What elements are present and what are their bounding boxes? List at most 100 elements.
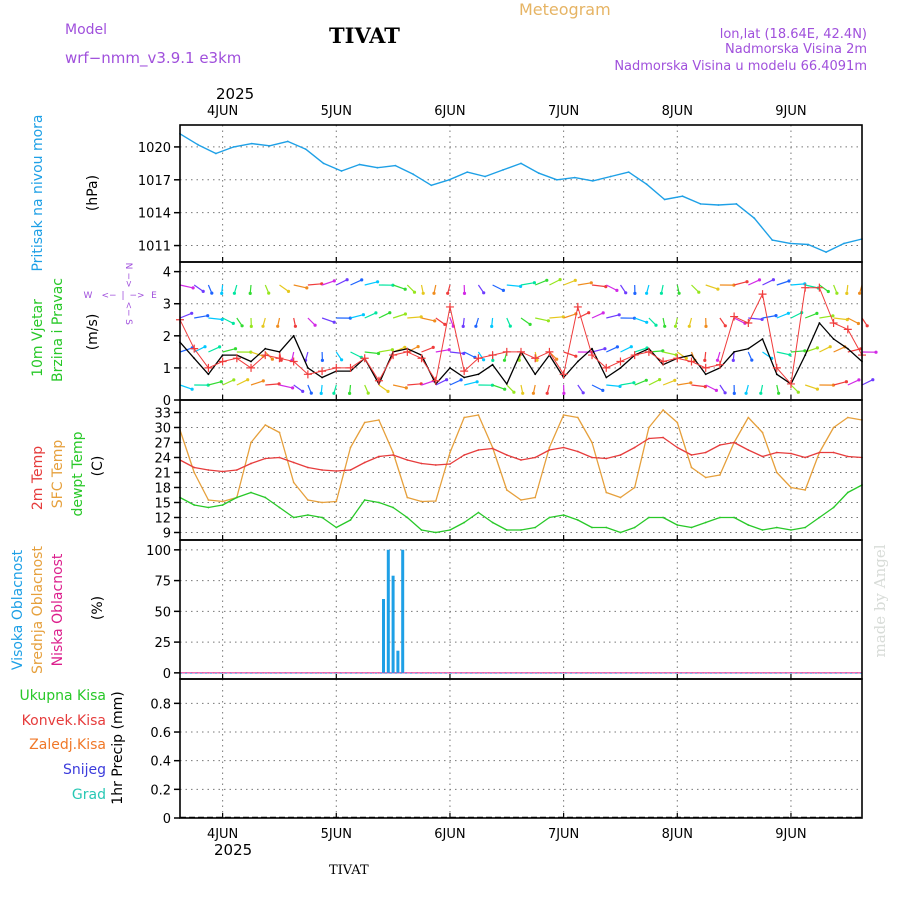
temperature-frame [180,400,862,540]
wind-gust-marker [616,357,624,365]
pressure-point [753,217,755,219]
t2m-point [478,449,480,451]
wind-direction-arrow [848,380,859,385]
pressure-point [502,169,504,171]
wind-arrow-head [301,390,304,393]
wind-arrow-head [432,292,435,295]
wind-direction-arrow [422,347,434,352]
pressure-point [700,203,702,205]
sfc-temp-point [648,427,650,429]
wind-direction-arrow [663,352,676,355]
temp-ylabel: 2m Temp [30,446,46,510]
wind-arrow-head [503,388,506,391]
wind-arrow-head [203,345,206,348]
pressure-point [359,164,361,166]
wind-direction-arrow [365,352,379,354]
pressure-point [197,144,199,146]
cloud-unit: (%) [90,596,106,620]
wind-arrow-head [433,319,436,322]
wind-arrow-head [490,325,493,328]
pressure-point [646,183,648,185]
wind-direction-arrow [692,385,706,387]
wind-arrow-head [774,314,777,317]
wind-direction-arrow [365,282,378,285]
bottom-day-label: 8JUN [662,827,693,842]
model-label: Model [65,22,107,38]
coords-text: lon,lat (18.64E, 42.4N) [720,27,867,42]
wind-arrow-head [360,278,363,281]
sfc-temp-point [776,472,778,474]
compass-west: W [84,291,93,301]
pressure-axis-labels: Pritisak na nivou mora (hPa) [30,114,101,271]
dewpt-point [733,517,735,519]
wind-arrow-head [678,292,681,295]
wind-gust-marker [489,351,497,359]
pressure-tick-label: 1014 [138,207,171,222]
t2m-point [591,457,593,459]
wind-arrow-head [191,388,194,391]
wind-arrow-head [404,288,407,291]
wind-arrow-head [574,279,577,282]
pressure-unit: (hPa) [85,175,101,211]
cloud-ylabel-mid: Srednja Oblacnost [30,546,46,674]
clouds-tick-label: 75 [154,575,171,590]
wind-speed-point [321,377,323,379]
top-day-label: 4JUN [207,104,238,119]
wind-arrow-head [376,280,379,283]
wind-direction-arrow [748,280,759,285]
pressure-point [718,204,720,206]
wind-direction-arrow [763,316,777,318]
wind-direction-arrow [294,285,307,288]
wind-speed-point [492,364,494,366]
wind-direction-arrow [592,285,606,287]
precip-legend-snow: Snijeg [63,762,106,778]
wind-direction-arrow [450,352,464,354]
wind-gust-marker [716,361,724,369]
watermark: made by Angel [871,544,889,657]
high-cloud-bar [396,651,399,673]
wind-direction-arrow [578,283,592,285]
compass-arrow-south: <− [123,301,133,316]
wind-arrow-head [618,313,621,316]
wind-gust-marker [801,284,809,292]
temperature-tick-label: 27 [154,437,171,452]
wind-speed-point [279,351,281,353]
wind-speed-point [506,383,508,385]
sfc-temp-point [435,500,437,502]
model-name: wrf−nmm_v3.9.1 e3km [65,49,241,68]
wind-arrow-head [663,325,666,328]
t2m-point [662,437,664,439]
wind-direction-arrow [194,285,203,291]
wind-arrow-head [831,314,834,317]
wind-arrow-head [590,281,593,284]
wind-direction-arrow [606,385,620,386]
wind-arrow-head [234,347,237,350]
t2m-point [819,452,821,454]
pressure-point [233,146,235,148]
clouds-tick-label: 100 [146,544,171,559]
wind-gust-marker [815,284,823,292]
bottom-day-label: 9JUN [775,827,806,842]
sfc-temp-point [307,499,309,501]
wind-arrow-head [615,289,618,292]
sfc-temp-point [208,499,210,501]
wind-direction-arrow [294,385,303,391]
wind-direction-arrow [862,380,873,385]
precip-axis-labels: Ukupna Kisa Konvek.Kisa Zaledj.Kisa Snij… [19,688,126,805]
wind-arrow-head [202,290,205,293]
t2m-point [648,438,650,440]
wind-arrow-head [816,388,819,391]
wind-arrow-head [532,392,535,395]
wind-arrow-head [624,291,627,294]
pressure-point [592,180,594,182]
wind-arrow-head [787,279,790,282]
wind-arrow-head [521,392,524,395]
temp-unit: (C) [90,456,106,477]
wind-arrow-head [602,311,605,314]
wind-direction-arrow [379,385,388,391]
wind-gust-marker [759,290,767,298]
dewpt-point [222,504,224,506]
wind-direction-arrow [379,350,393,352]
